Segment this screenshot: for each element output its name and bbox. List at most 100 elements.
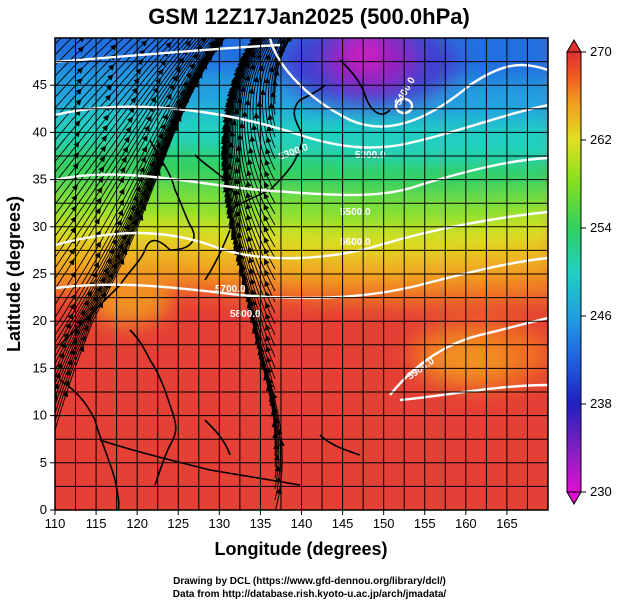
wind-arrow — [65, 369, 71, 376]
wind-arrow — [226, 205, 233, 213]
wind-arrow — [247, 299, 254, 307]
wind-arrow — [43, 199, 51, 207]
wind-arrow — [233, 108, 240, 115]
wind-arrow — [100, 145, 107, 153]
wind-arrow — [263, 38, 270, 39]
streamline — [55, 38, 84, 67]
streamline — [55, 38, 218, 328]
x-tick-label: 150 — [373, 516, 395, 531]
wind-arrow — [167, 130, 174, 137]
wind-arrow — [106, 84, 113, 91]
wind-arrow — [258, 64, 264, 72]
wind-arrow — [226, 174, 233, 181]
wind-arrow — [265, 345, 272, 353]
wind-arrow — [260, 359, 267, 367]
y-tick-label: 10 — [33, 408, 47, 423]
wind-arrow — [241, 277, 248, 284]
wind-arrow — [239, 85, 246, 93]
wind-arrow — [124, 238, 131, 246]
wind-arrow — [182, 81, 189, 88]
x-tick-label: 130 — [208, 516, 230, 531]
wind-arrow — [102, 267, 109, 274]
wind-arrow — [264, 53, 271, 61]
wind-arrow — [44, 188, 52, 196]
wind-arrow — [230, 77, 237, 84]
wind-arrow — [231, 93, 238, 101]
wind-arrow — [142, 134, 148, 142]
wind-arrow — [74, 328, 80, 336]
wind-arrow — [265, 136, 272, 143]
wind-arrow — [259, 88, 266, 96]
y-tick-label: 15 — [33, 360, 47, 375]
wind-arrow — [44, 101, 52, 109]
y-tick-label: 20 — [33, 313, 47, 328]
wind-arrow — [78, 38, 85, 43]
wind-arrow — [94, 218, 100, 225]
wind-arrow — [247, 246, 254, 253]
x-tick-label: 125 — [167, 516, 189, 531]
wind-arrow — [251, 123, 258, 131]
wind-arrow — [185, 71, 192, 79]
wind-arrow — [102, 114, 110, 122]
streamline — [55, 38, 222, 358]
wind-arrow — [234, 189, 240, 196]
y-tick-label: 35 — [33, 172, 47, 187]
wind-arrow — [45, 57, 53, 65]
wind-arrow — [263, 225, 270, 233]
wind-arrow — [248, 256, 254, 264]
wind-arrow — [45, 35, 53, 43]
wind-arrow — [225, 98, 232, 106]
wind-arrow — [118, 188, 125, 196]
wind-arrow — [140, 40, 148, 47]
wind-arrow — [241, 110, 248, 117]
wind-arrow — [274, 465, 281, 472]
wind-arrow — [255, 335, 262, 342]
wind-arrow — [251, 38, 257, 41]
wind-arrow — [244, 99, 251, 106]
wind-arrow — [129, 204, 136, 212]
streamline — [231, 38, 276, 292]
wind-arrow — [244, 288, 251, 295]
wind-arrow — [94, 251, 101, 259]
wind-arrow — [117, 209, 124, 217]
wind-arrow — [70, 216, 77, 223]
wind-arrow — [254, 331, 261, 339]
wind-arrow — [166, 93, 172, 100]
wind-arrow — [268, 66, 275, 73]
wind-arrow — [178, 101, 185, 109]
x-tick-label: 135 — [250, 516, 272, 531]
y-tick-label: 5 — [40, 455, 47, 470]
wind-arrow — [143, 179, 150, 187]
colorbar-top-arrow — [566, 39, 582, 53]
wind-arrow — [229, 130, 236, 137]
wind-arrow — [250, 288, 257, 296]
wind-arrow — [121, 156, 127, 163]
wind-arrow — [252, 76, 259, 83]
wind-arrow — [42, 352, 50, 360]
wind-arrow — [247, 147, 254, 154]
wind-arrow — [270, 410, 277, 417]
plot-area: 5400.0 5300.0 5300.0 5500.0 5600.0 5700.… — [36, 35, 548, 510]
streamline — [55, 38, 158, 152]
wind-arrow — [171, 75, 178, 82]
wind-arrow — [110, 44, 117, 51]
wind-arrow — [227, 152, 234, 159]
wind-arrow — [188, 38, 195, 39]
wind-arrow — [143, 125, 150, 132]
y-tick-label: 30 — [33, 219, 47, 234]
wind-arrow — [236, 253, 242, 260]
wind-arrow — [36, 482, 43, 489]
wind-arrow — [228, 85, 235, 92]
wind-arrow — [273, 69, 280, 76]
wind-arrow — [165, 41, 172, 49]
x-tick-label: 110 — [45, 516, 66, 531]
wind-arrow — [146, 184, 153, 191]
wind-arrow — [160, 123, 166, 130]
wind-arrow — [162, 135, 168, 143]
wind-arrow — [228, 219, 235, 226]
wind-arrow — [278, 439, 285, 446]
wind-arrow — [265, 356, 272, 364]
wind-arrow — [185, 40, 192, 47]
wind-arrow — [137, 214, 144, 221]
